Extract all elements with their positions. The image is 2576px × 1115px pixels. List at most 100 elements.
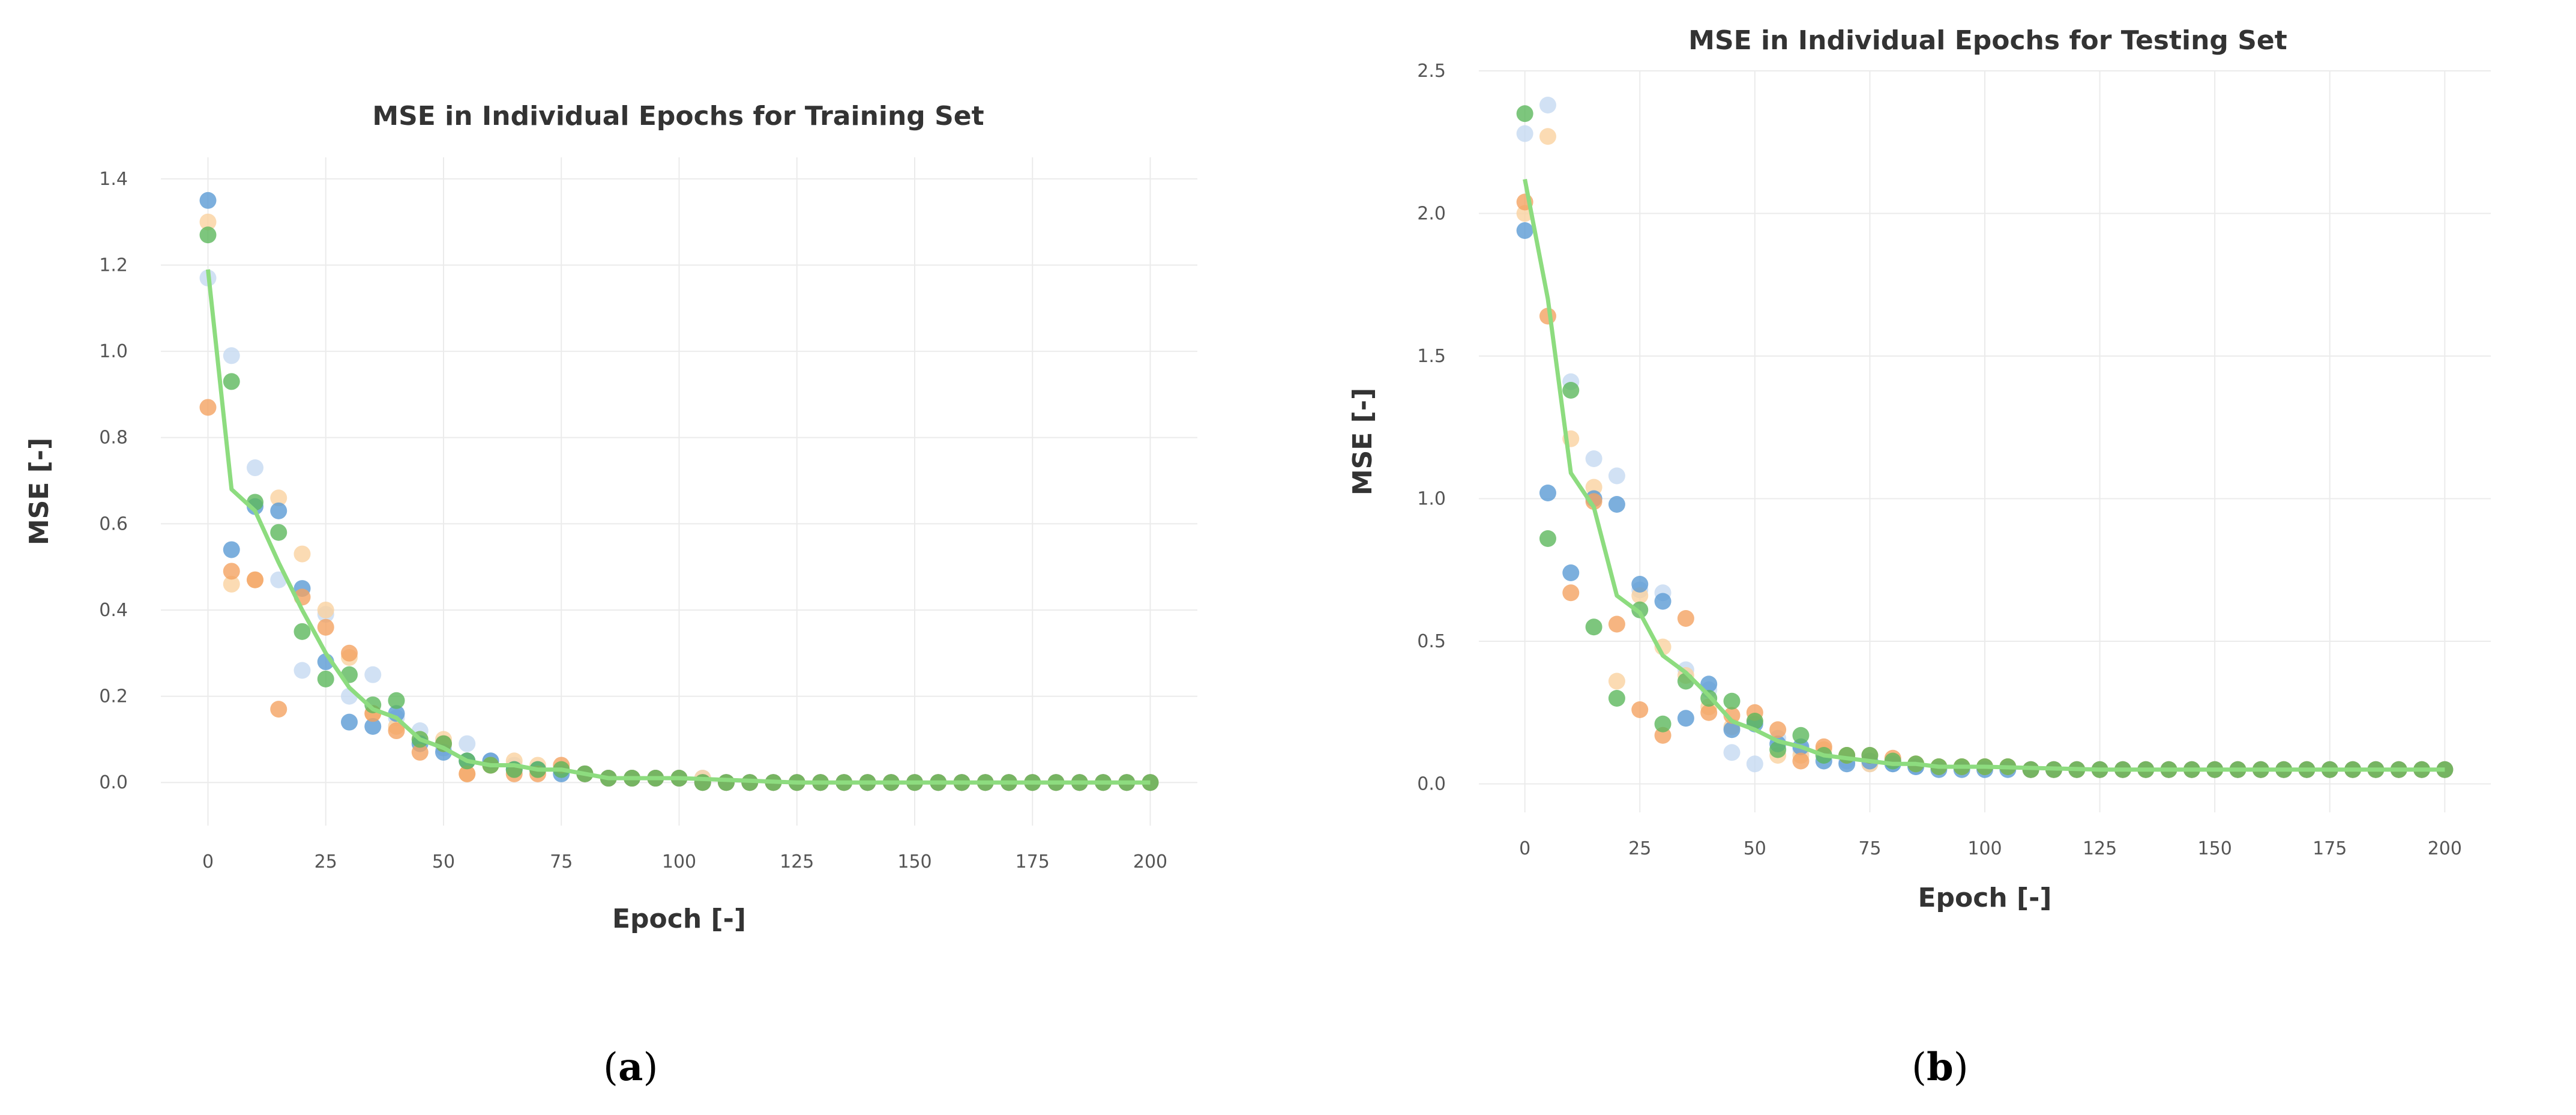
c0-x-tick-label: 125 [780,851,814,872]
c0-y-tick-label: 1.4 [99,169,128,190]
c0-x-tick-label: 100 [662,851,696,872]
c1-point [1631,701,1649,718]
c0-point [364,666,382,683]
c1-point [1654,593,1672,610]
c0-point [293,545,311,563]
c1-point [1723,721,1741,739]
c1-point [1539,128,1556,145]
c1-chart-title: MSE in Individual Epochs for Testing Set [1688,25,2287,56]
c1-x-tick-label: 0 [1519,838,1530,859]
c1-point [1654,715,1672,733]
c1-point [1769,721,1787,739]
c0-point [293,623,311,640]
c1-grid [1479,70,2491,812]
c1-y-axis-label: MSE [-] [1347,388,1378,495]
c0-y-tick-label: 0.6 [99,513,128,534]
c0-point [199,399,217,416]
c1-point [1608,690,1625,707]
c1-point [1585,618,1602,636]
c0-x-tick-label: 50 [432,851,455,872]
c1-point [1608,496,1625,513]
c0-point [199,213,217,231]
c1-point [1516,105,1533,122]
c0-point [388,692,405,709]
c0-point [223,373,240,390]
c0-point [270,502,287,519]
c0-y-axis-label: MSE [-] [24,438,55,545]
c0-trend-line [206,269,1151,785]
caption-b: (b) [1912,1045,1969,1090]
c0-point [459,735,476,752]
c0-y-tick-label: 1.2 [99,255,128,276]
c1-point [1539,530,1556,547]
c1-point [1608,672,1625,690]
c0-point [247,571,263,588]
c0-point [293,662,311,679]
c0-x-axis-label: Epoch [-] [612,904,746,934]
c0-x-tick-label: 150 [897,851,931,872]
c0-point [388,722,405,740]
c0-point [317,601,334,618]
c1-y-tick-label: 2.5 [1417,61,1446,82]
c0-series-4 [199,226,1159,791]
c1-point [1608,615,1625,633]
c1-point [1539,97,1556,113]
c1-point [1516,222,1533,239]
c0-point [317,670,334,687]
c0-point [459,765,476,782]
c1-point [1631,576,1649,593]
c1-point [1562,382,1580,399]
c1-y-tick-label: 2.0 [1417,204,1446,225]
c0-point [223,541,240,558]
c1-point [1677,710,1694,727]
c0-point [364,718,382,735]
c1-x-tick-label: 150 [2198,838,2232,859]
c0-chart-title: MSE in Individual Epochs for Training Se… [372,101,984,131]
c1-point [1608,467,1625,485]
c1-point [1884,752,1901,770]
c0-y-tick-label: 0.2 [99,686,128,707]
c1-point [1723,692,1741,710]
c1-x-tick-label: 175 [2313,838,2347,859]
c0-x-tick-label: 0 [202,851,214,872]
c0-x-tick-label: 175 [1016,851,1050,872]
c0-point [341,644,358,662]
c1-point [1792,752,1810,770]
c0-point [223,347,240,364]
c1-y-tick-label: 0.0 [1417,774,1446,795]
c0-y-tick-label: 0.4 [99,600,128,621]
c1-y-tick-label: 1.0 [1417,489,1446,510]
c0-y-tick-label: 0.0 [99,772,128,793]
c1-point [1562,584,1580,602]
c1-point [1723,707,1741,724]
c1-x-axis-label: Epoch [-] [1918,883,2052,913]
c0-x-tick-label: 75 [550,851,573,872]
c1-point [1700,675,1718,693]
c0-point [270,701,287,718]
c1-point [1838,747,1856,764]
c1-y-tick-label: 1.5 [1417,346,1446,367]
c1-x-tick-label: 25 [1628,838,1651,859]
c0-y-tick-label: 0.8 [99,428,128,449]
c1-trend-line [1523,178,2445,772]
c1-point [1769,741,1787,758]
c0-point [223,563,240,580]
c1-x-tick-label: 75 [1858,838,1881,859]
c0-point [341,713,358,731]
c0-x-tick-label: 25 [314,851,337,872]
c0-point [270,489,287,507]
c1-y-tick-label: 0.5 [1417,631,1446,652]
c1-x-tick-label: 125 [2083,838,2117,859]
c1-point [1585,450,1602,467]
caption-a: (a) [603,1045,658,1090]
c1-x-tick-label: 50 [1744,838,1766,859]
c1-point [1723,744,1741,761]
c0-point [247,459,263,477]
c1-point [1700,704,1718,721]
c0-point [199,192,217,209]
c1-point [1677,610,1694,627]
c0-point [270,524,287,541]
